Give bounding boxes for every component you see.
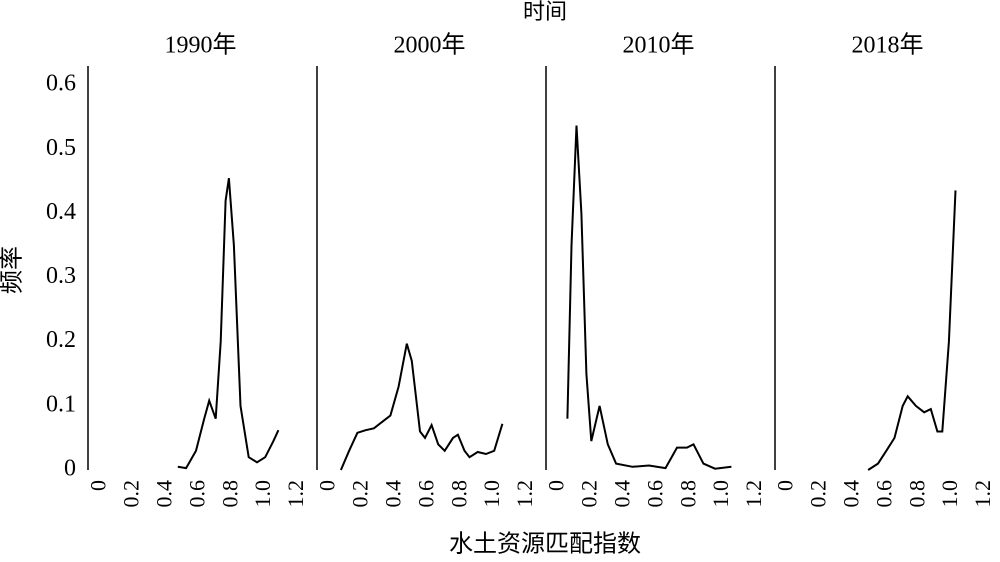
x-tick-label: 0.8 [904, 480, 929, 508]
x-tick-label: 0.2 [805, 480, 830, 508]
x-tick-label: 0 [314, 480, 339, 491]
density-line [867, 190, 957, 471]
y-tick-label: 0.1 [46, 391, 76, 417]
x-tick-label: 0.2 [118, 480, 143, 508]
panel-title: 2010年 [623, 32, 695, 59]
y-axis-label: 频率 [0, 246, 26, 294]
x-tick-label: 0.6 [642, 480, 667, 508]
panel-title: 2018年 [852, 32, 924, 59]
x-tick-label: 0.6 [413, 480, 438, 508]
x-tick-label: 0.2 [576, 480, 601, 508]
x-tick-label: 0.6 [871, 480, 896, 508]
panel-title: 1990年 [165, 32, 237, 59]
x-tick-label: 1.0 [250, 480, 275, 508]
x-tick-label: 0 [772, 480, 797, 491]
panel-title: 2000年 [394, 32, 466, 59]
x-tick-label: 0.4 [609, 480, 634, 508]
x-tick-label: 0.8 [446, 480, 471, 508]
x-tick-label: 1.2 [741, 480, 766, 508]
x-tick-label: 0.8 [675, 480, 700, 508]
x-tick-label: 0.4 [151, 480, 176, 508]
x-tick-label: 1.2 [512, 480, 537, 508]
density-line [177, 178, 280, 470]
x-tick-label: 1.0 [479, 480, 504, 508]
y-tick-label: 0.3 [46, 263, 76, 289]
x-tick-label: 0.6 [184, 480, 209, 508]
x-tick-label: 1.2 [283, 480, 308, 508]
density-line [339, 343, 504, 471]
y-tick-label: 0.2 [46, 327, 76, 353]
x-tick-label: 0.4 [838, 480, 863, 508]
y-tick-label: 0 [64, 456, 76, 482]
facet-header: 时间 [523, 0, 567, 24]
x-axis-label: 水土资源匹配指数 [449, 531, 641, 558]
y-tick-label: 0.5 [46, 135, 76, 161]
x-tick-label: 1.0 [708, 480, 733, 508]
x-tick-label: 0.8 [217, 480, 242, 508]
x-tick-label: 1.0 [937, 480, 962, 508]
y-tick-label: 0.4 [46, 199, 76, 225]
x-tick-label: 0.2 [347, 480, 372, 508]
x-tick-label: 1.2 [970, 480, 995, 508]
x-tick-label: 0 [85, 480, 110, 491]
density-line [566, 125, 732, 470]
x-tick-label: 0 [543, 480, 568, 491]
x-tick-label: 0.4 [380, 480, 405, 508]
y-tick-label: 0.6 [46, 71, 76, 97]
